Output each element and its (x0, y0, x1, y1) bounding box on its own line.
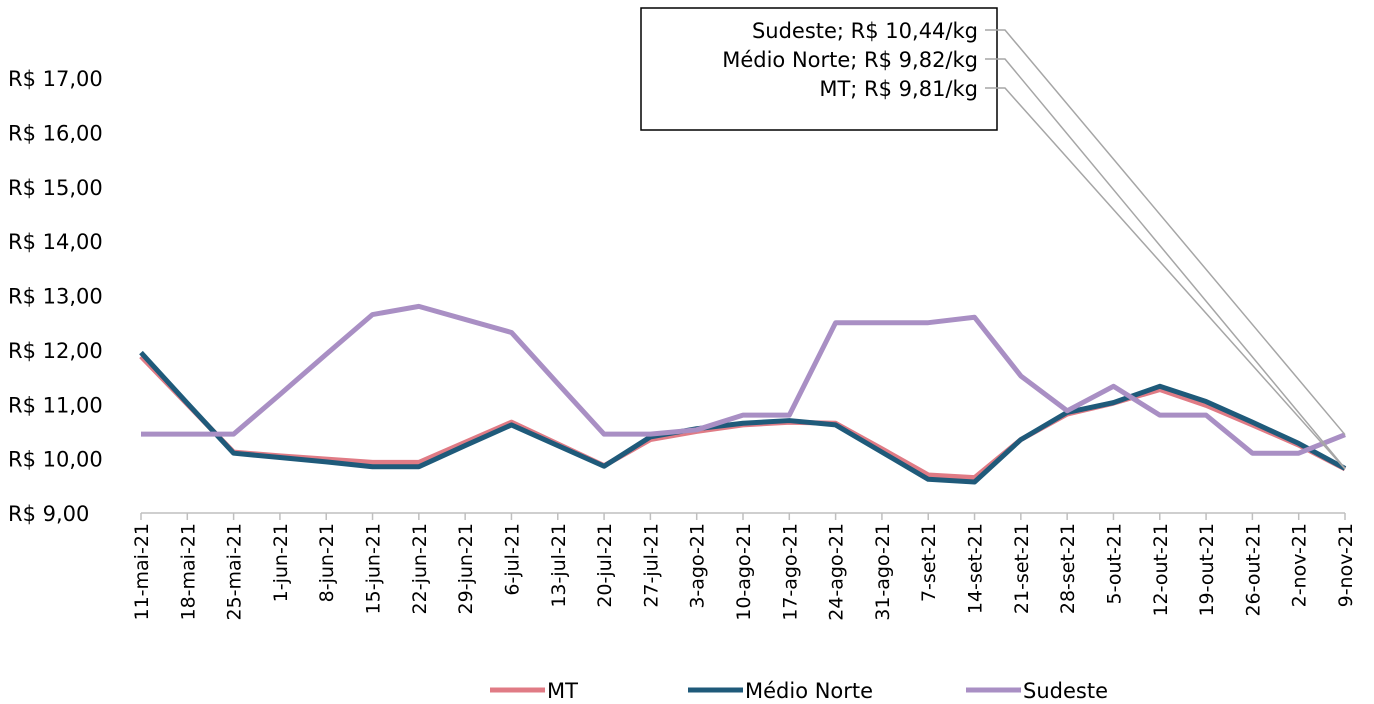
x-tick-label: 11-mai-21 (131, 523, 153, 621)
x-tick-label: 12-out-21 (1150, 523, 1172, 617)
x-tick-label: 29-jun-21 (455, 523, 477, 614)
y-tick-label: R$ 12,00 (8, 339, 103, 363)
series-line (141, 303, 1346, 456)
x-tick-label: 24-ago-21 (826, 523, 848, 621)
x-tick-label: 21-set-21 (1011, 523, 1033, 614)
annotation: MT; R$ 9,81/kg (819, 77, 978, 101)
x-tick-label: 20-jul-21 (594, 523, 616, 608)
legend-label: Médio Norte (745, 679, 873, 703)
x-tick-label: 27-jul-21 (640, 523, 662, 608)
x-tick-label: 9-nov-21 (1335, 523, 1357, 607)
legend-label: MT (547, 679, 578, 703)
x-tick-label: 17-ago-21 (779, 523, 801, 621)
x-tick-label: 28-set-21 (1057, 523, 1079, 614)
y-tick-label: R$ 10,00 (8, 448, 103, 472)
x-tick-label: 19-out-21 (1196, 523, 1218, 617)
y-tick-label: R$ 13,00 (8, 285, 103, 309)
x-tick-label: 18-mai-21 (177, 523, 199, 621)
x-tick-label: 13-jul-21 (548, 523, 570, 608)
x-tick-label: 6-jul-21 (501, 523, 523, 596)
leader-line (985, 29, 1346, 436)
y-tick-label: R$ 9,00 (8, 502, 89, 526)
annotation-box (640, 7, 998, 131)
x-tick-label: 8-jun-21 (316, 523, 338, 602)
x-tick-label: 3-ago-21 (687, 523, 709, 609)
x-tick-label: 7-set-21 (918, 523, 940, 602)
leader-line (985, 87, 1346, 470)
series-line (139, 350, 1347, 485)
annotation: Médio Norte; R$ 9,82/kg (722, 48, 978, 72)
y-tick-label: R$ 14,00 (8, 230, 103, 254)
x-tick-label: 26-out-21 (1242, 523, 1264, 617)
y-tick-label: R$ 16,00 (8, 121, 103, 145)
x-tick-label: 25-mai-21 (224, 523, 246, 621)
annotation: Sudeste; R$ 10,44/kg (752, 19, 978, 43)
y-tick-label: R$ 17,00 (8, 67, 103, 91)
x-tick-label: 5-out-21 (1103, 523, 1125, 604)
x-tick-label: 14-set-21 (965, 523, 987, 614)
leader-line (985, 58, 1346, 469)
y-tick-label: R$ 15,00 (8, 176, 103, 200)
x-tick-label: 22-jun-21 (409, 523, 431, 614)
legend-label: Sudeste (1023, 679, 1108, 703)
y-tick-label: R$ 11,00 (8, 393, 103, 417)
x-tick-label: 1-jun-21 (270, 523, 292, 602)
x-tick-label: 10-ago-21 (733, 523, 755, 621)
x-tick-label: 2-nov-21 (1289, 523, 1311, 607)
x-tick-label: 31-ago-21 (872, 523, 894, 621)
x-tick-label: 15-jun-21 (363, 523, 385, 614)
